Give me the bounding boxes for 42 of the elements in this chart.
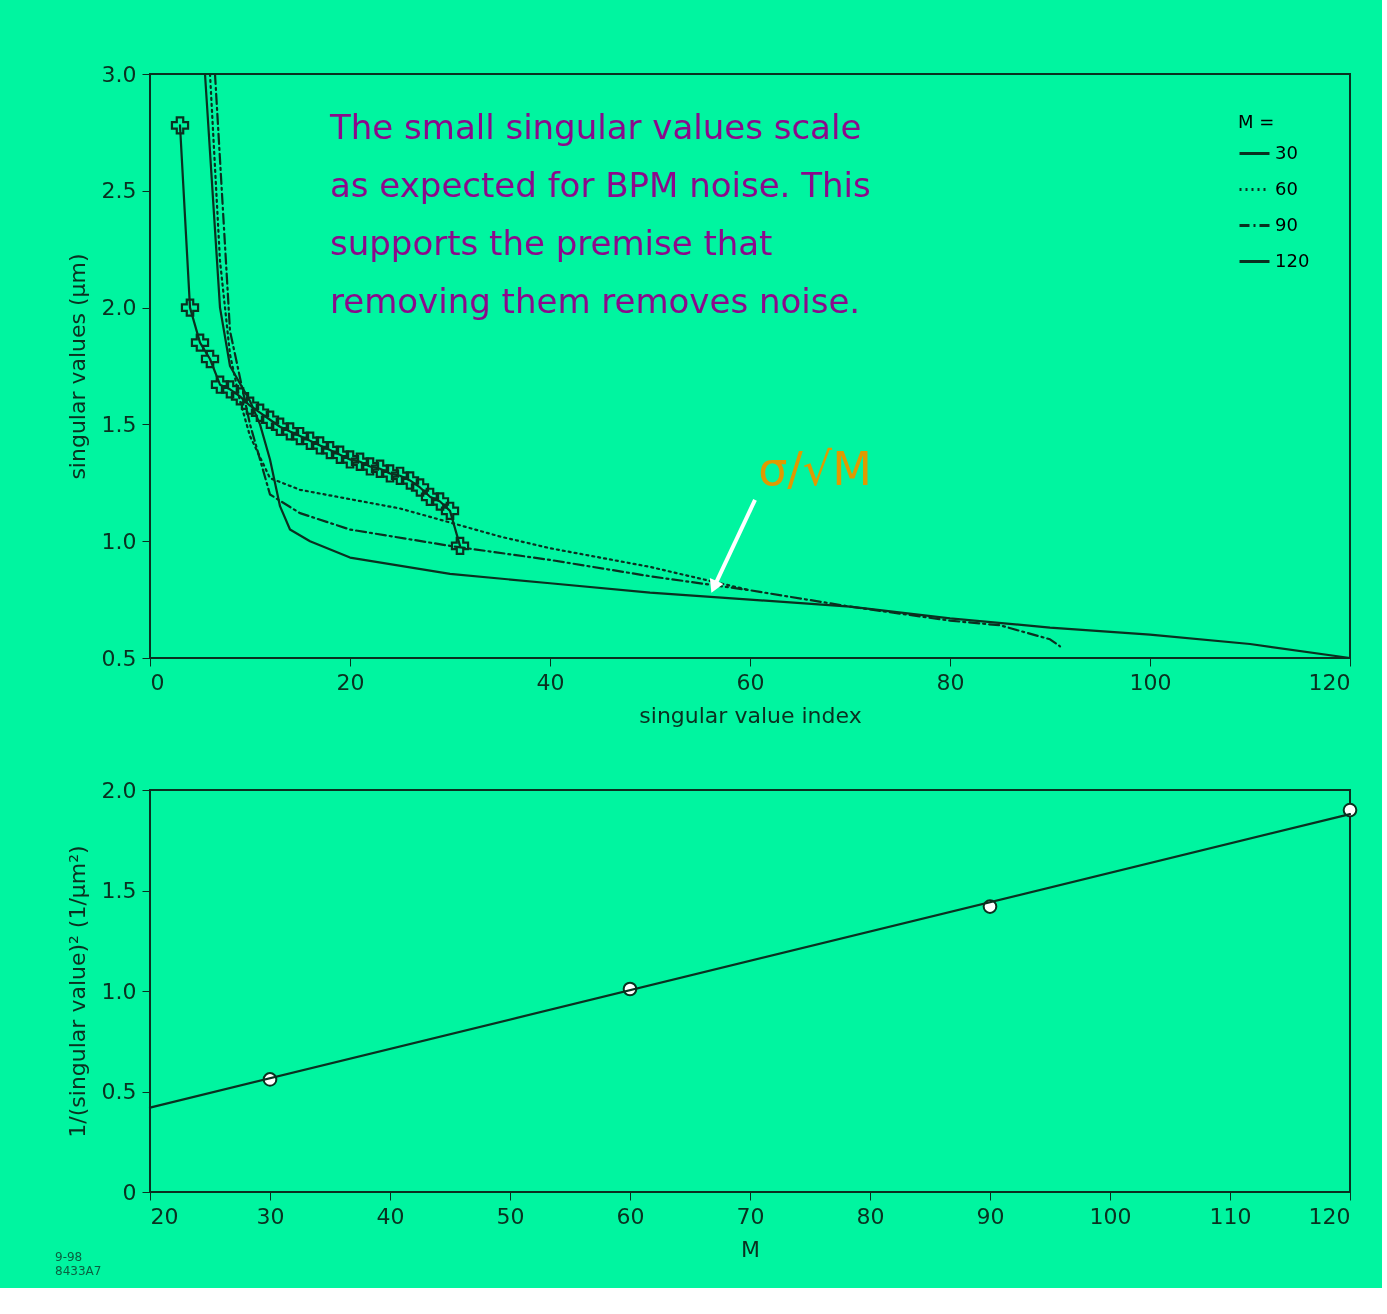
x-tick-label: 100: [1089, 1203, 1132, 1229]
y-tick-label: 1.5: [101, 878, 137, 903]
x-axis-title: singular value index: [639, 702, 862, 728]
y-tick-label: 2.0: [101, 777, 137, 803]
text: 9-98: [55, 1250, 83, 1264]
y-tick-label: 1.5: [101, 411, 137, 437]
x-tick-label: 80: [936, 669, 965, 695]
y-tick-label: 2.5: [101, 178, 137, 204]
x-tick-label: 20: [150, 1203, 179, 1229]
legend-title: M =: [1238, 111, 1275, 132]
x-tick-label: 60: [736, 669, 765, 695]
x-axis-title: M: [741, 1236, 760, 1262]
legend-label: 30: [1275, 141, 1298, 163]
y-tick-label: 2.0: [101, 295, 137, 321]
y-tick-label: 0.5: [101, 645, 137, 671]
x-tick-label: 50: [496, 1203, 525, 1229]
x-tick-label: 70: [736, 1203, 765, 1229]
y-tick-label: 1.0: [101, 978, 137, 1004]
x-tick-label: 80: [856, 1203, 885, 1229]
x-tick-label: 90: [976, 1203, 1005, 1229]
text: 8433A7: [55, 1264, 102, 1278]
legend-label: 90: [1275, 213, 1298, 235]
x-tick-label: 60: [616, 1203, 645, 1229]
y-tick-label: 1.0: [101, 528, 137, 554]
x-tick-label: 0: [150, 669, 165, 695]
y-axis-title: 1/(singular value)² (1/µm²): [64, 845, 90, 1138]
legend-label: 60: [1275, 177, 1298, 199]
y-tick-label: 0.5: [101, 1079, 137, 1104]
y-tick-label: 0: [122, 1179, 137, 1205]
x-tick-label: 30: [256, 1203, 285, 1229]
x-tick-label: 40: [536, 669, 565, 695]
annotation: The small singular values scale as expected for BPM noise. This supports the premise that removing them removes noise.: [329, 107, 871, 321]
x-tick-label: 20: [336, 669, 365, 695]
x-tick-label: 110: [1209, 1203, 1252, 1229]
x-tick-label: 40: [376, 1203, 405, 1229]
x-tick-label: 120: [1308, 1203, 1351, 1229]
legend-label: 120: [1275, 249, 1310, 271]
annotation: σ/√M: [758, 441, 872, 496]
y-tick-label: 3.0: [101, 61, 137, 87]
x-tick-label: 100: [1129, 669, 1172, 695]
x-tick-label: 120: [1308, 669, 1351, 695]
y-axis-title: singular values (µm): [64, 253, 90, 480]
